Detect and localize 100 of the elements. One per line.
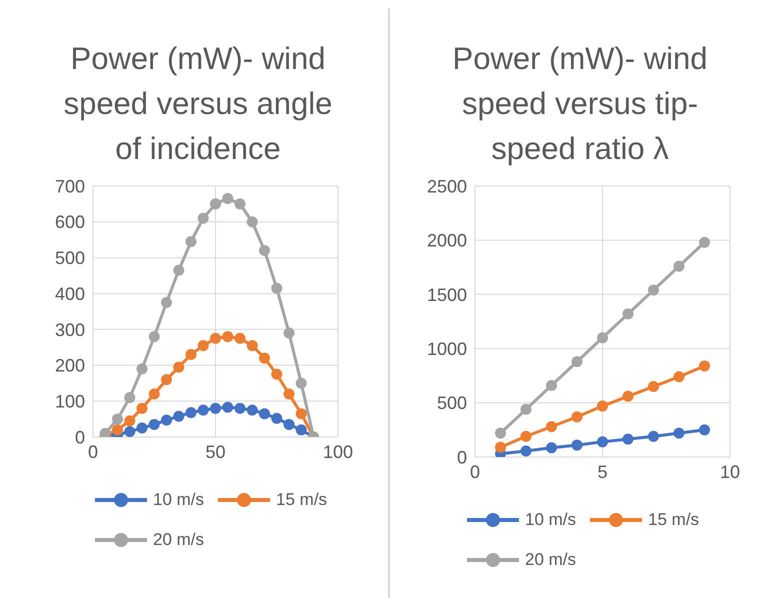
- point: [674, 371, 684, 382]
- point: [173, 264, 184, 276]
- point: [699, 424, 710, 436]
- point: [124, 415, 136, 426]
- x-tick-label: 5: [597, 462, 608, 482]
- point: [284, 418, 294, 430]
- point: [495, 442, 506, 453]
- point: [173, 362, 184, 373]
- x-tick-label: 0: [88, 442, 98, 462]
- y-tick-label: 700: [54, 176, 85, 196]
- legend-label: 15 m/s: [648, 510, 700, 530]
- point: [198, 212, 209, 224]
- point: [296, 424, 307, 436]
- point: [546, 421, 557, 432]
- point: [296, 408, 307, 420]
- chart-title: Power (mW)- wind speed versus angle of incidence: [62, 40, 334, 168]
- point: [674, 428, 684, 439]
- point: [674, 260, 684, 272]
- legend-label: 20 m/s: [153, 530, 204, 550]
- point: [622, 308, 634, 320]
- chart-title: Power (mW)- wind speed versus tip-speed ratio λ: [452, 40, 708, 168]
- point: [124, 426, 136, 437]
- y-tick-label: 0: [74, 427, 85, 448]
- point: [271, 368, 282, 380]
- y-tick-label: 2500: [426, 176, 467, 196]
- point: [148, 388, 160, 400]
- x-tick-label: 100: [322, 442, 354, 462]
- point: [572, 356, 582, 368]
- point: [284, 328, 294, 339]
- point: [546, 442, 557, 454]
- point: [648, 381, 659, 392]
- legend-label: 10 m/s: [525, 510, 576, 530]
- point: [112, 414, 123, 425]
- x-tick-label: 50: [205, 442, 226, 462]
- point: [648, 284, 659, 296]
- point: [124, 392, 136, 404]
- point: [186, 349, 196, 360]
- y-tick-label: 1000: [426, 338, 467, 359]
- x-tick-label: 0: [470, 462, 480, 482]
- point: [572, 440, 582, 451]
- point: [259, 408, 270, 420]
- point: [148, 418, 160, 430]
- point: [234, 332, 246, 344]
- point: [495, 428, 506, 439]
- point: [271, 412, 282, 424]
- y-tick-label: 600: [54, 212, 85, 232]
- y-tick-label: 400: [54, 284, 85, 304]
- point: [112, 424, 123, 436]
- point: [186, 236, 196, 248]
- point: [597, 400, 608, 412]
- point: [546, 380, 557, 391]
- point: [271, 282, 282, 294]
- point: [198, 404, 209, 416]
- point: [246, 340, 258, 352]
- point: [198, 340, 209, 352]
- point: [296, 378, 307, 389]
- point: [648, 430, 659, 442]
- point: [284, 388, 294, 400]
- point: [699, 360, 710, 372]
- point: [161, 297, 172, 308]
- point: [259, 245, 270, 256]
- y-tick-label: 1500: [426, 284, 467, 305]
- y-tick-label: 200: [54, 356, 85, 376]
- point: [210, 332, 221, 344]
- point: [234, 198, 246, 210]
- point: [622, 390, 634, 402]
- y-tick-label: 2000: [426, 230, 467, 251]
- point: [210, 198, 221, 210]
- point: [161, 374, 172, 386]
- point: [699, 236, 710, 248]
- point: [622, 434, 634, 445]
- point: [234, 402, 246, 414]
- point: [597, 332, 608, 344]
- legend-label: 20 m/s: [525, 550, 576, 570]
- point: [222, 331, 234, 342]
- point: [246, 404, 258, 416]
- point: [186, 407, 196, 418]
- point: [136, 363, 148, 374]
- legend-label: 10 m/s: [153, 490, 204, 510]
- point: [597, 436, 608, 448]
- point: [520, 404, 532, 415]
- point: [222, 402, 234, 413]
- legend-label: 15 m/s: [276, 490, 328, 510]
- y-tick-label: 300: [54, 320, 85, 340]
- point: [572, 411, 582, 422]
- x-tick-label: 10: [720, 462, 740, 482]
- y-tick-label: 500: [436, 393, 467, 414]
- point: [246, 216, 258, 228]
- point: [136, 422, 148, 434]
- y-tick-label: 500: [54, 248, 85, 268]
- point: [148, 331, 160, 342]
- point: [520, 446, 532, 457]
- point: [210, 402, 221, 414]
- point: [222, 193, 234, 204]
- point: [520, 430, 532, 442]
- y-tick-label: 100: [54, 392, 85, 412]
- point: [259, 352, 270, 364]
- point: [136, 402, 148, 414]
- point: [173, 410, 184, 422]
- point: [161, 414, 172, 426]
